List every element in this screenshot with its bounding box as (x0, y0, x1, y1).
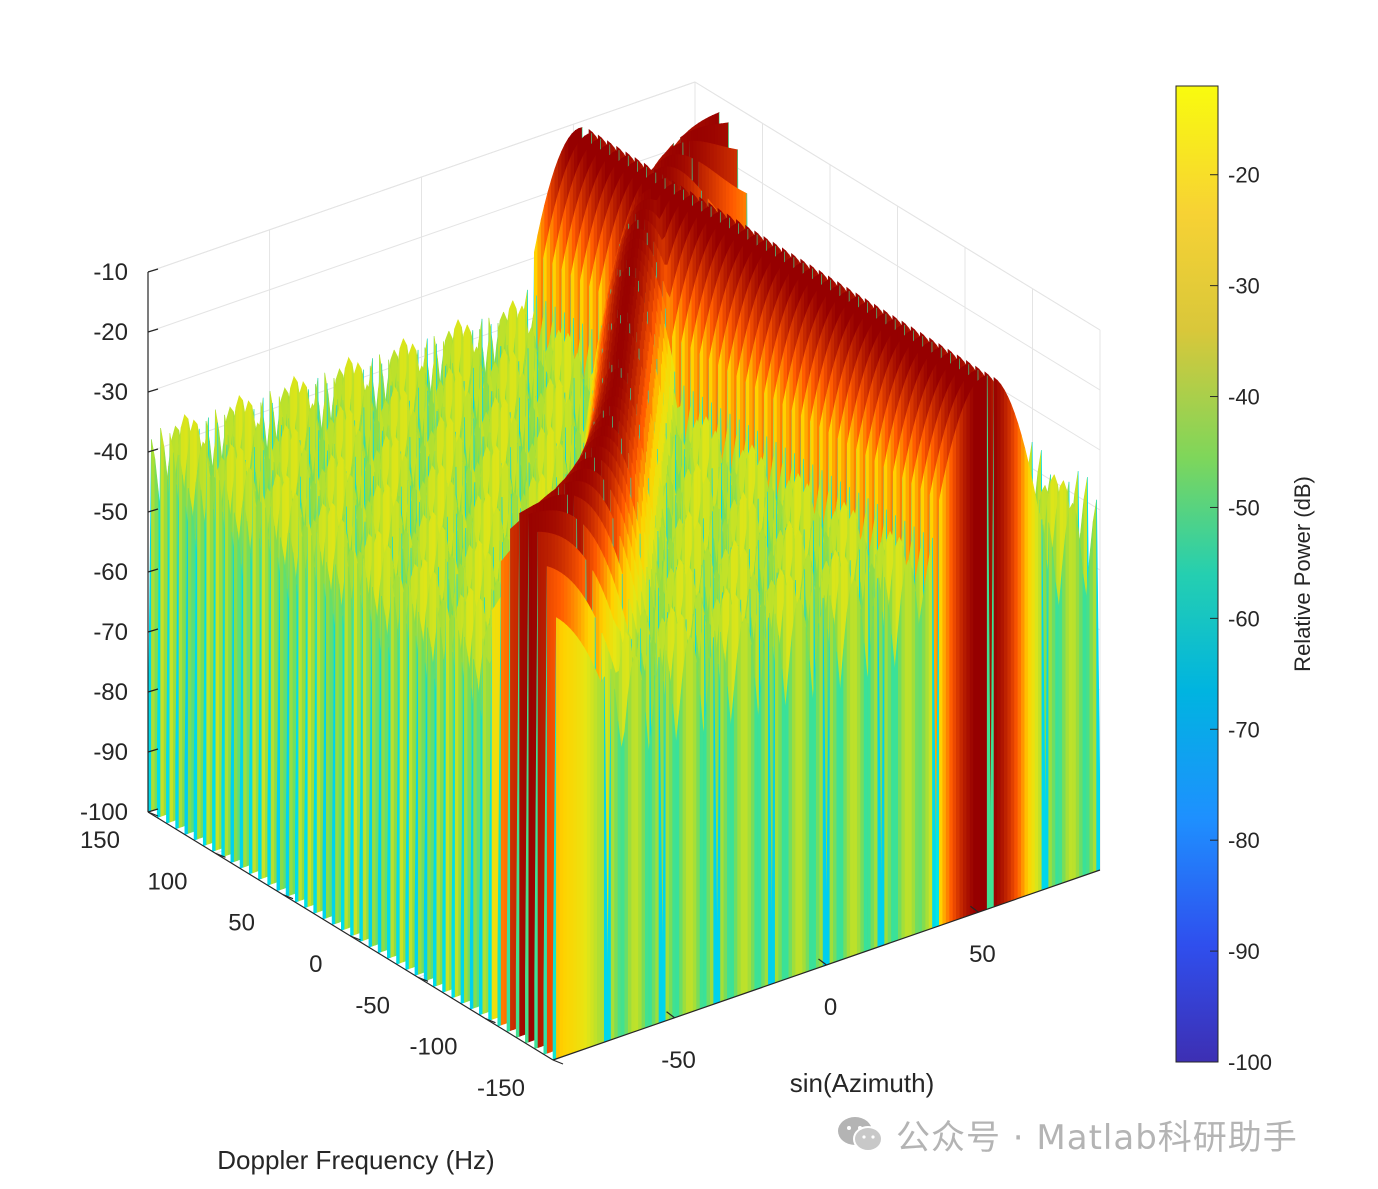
surface-patch (279, 537, 285, 891)
surface-patch (399, 572, 404, 964)
surface-patch (427, 627, 432, 981)
surface-patch (270, 506, 275, 885)
surface-patch (187, 488, 192, 834)
surface-patch (326, 562, 331, 919)
surface-patch (252, 487, 257, 874)
surface-patch (206, 457, 211, 846)
surface-patch (335, 564, 340, 924)
surface-patch (215, 460, 220, 851)
surface-patch (418, 611, 423, 975)
surface-patch (344, 547, 349, 930)
surface (148, 112, 1100, 1060)
surface-patch (353, 543, 358, 936)
surface-patch (224, 480, 229, 857)
surface-patch (316, 532, 321, 913)
surface-patch (298, 516, 303, 902)
surface-patch (390, 577, 395, 958)
surface-patch (160, 427, 165, 817)
surface-patch (169, 433, 174, 823)
surface-patch (261, 488, 266, 879)
surface-patch (151, 439, 156, 812)
surface-patch (197, 470, 202, 840)
surface-patch (289, 533, 294, 896)
surface-patch (362, 558, 367, 941)
surface-patch (408, 584, 413, 970)
surface-patch (178, 455, 183, 829)
surface-patch (381, 595, 386, 953)
surface-patch (243, 501, 248, 868)
surface-patch (372, 587, 377, 947)
surface-patch (436, 607, 441, 986)
surface-patch (233, 512, 238, 862)
surface-patch (307, 515, 312, 908)
